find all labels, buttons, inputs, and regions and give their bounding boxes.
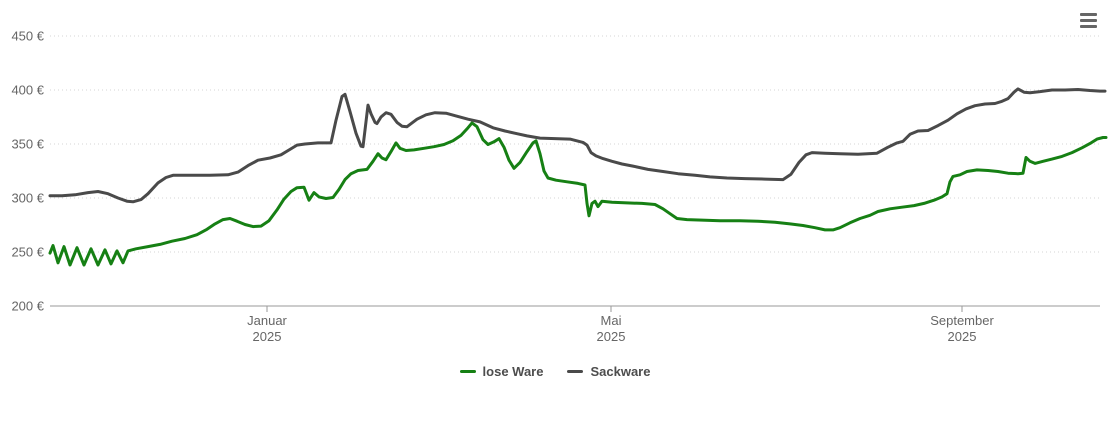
x-axis-month: September bbox=[930, 313, 994, 328]
legend-swatch-lose-ware-icon bbox=[459, 370, 476, 373]
legend-swatch-sackware-icon bbox=[567, 370, 584, 373]
menu-bar bbox=[1080, 19, 1097, 22]
hamburger-menu-icon[interactable] bbox=[1080, 13, 1097, 28]
x-axis-year: 2025 bbox=[252, 329, 282, 344]
y-axis-label: 450 € bbox=[11, 28, 44, 44]
x-axis-month: Mai bbox=[600, 313, 622, 328]
legend-item-sackware[interactable]: Sackware bbox=[567, 364, 650, 379]
menu-bar bbox=[1080, 13, 1097, 16]
x-axis-label-januar: Januar 2025 bbox=[247, 313, 287, 345]
y-axis-label: 200 € bbox=[11, 298, 44, 314]
x-axis-month: Januar bbox=[247, 313, 287, 328]
legend-item-lose-ware[interactable]: lose Ware bbox=[459, 364, 544, 379]
x-axis-year: 2025 bbox=[596, 329, 626, 344]
y-axis-label: 350 € bbox=[11, 136, 44, 152]
x-axis-label-september: September 2025 bbox=[930, 313, 994, 345]
legend-label: Sackware bbox=[590, 364, 651, 379]
menu-bar bbox=[1080, 25, 1097, 28]
y-axis-label: 300 € bbox=[11, 190, 44, 206]
y-axis-label: 250 € bbox=[11, 244, 44, 260]
y-axis-label: 400 € bbox=[11, 82, 44, 98]
legend: lose Ware Sackware bbox=[0, 364, 1110, 379]
x-axis-label-mai: Mai 2025 bbox=[597, 313, 626, 345]
x-axis-year: 2025 bbox=[947, 329, 977, 344]
legend-label: lose Ware bbox=[482, 364, 544, 379]
